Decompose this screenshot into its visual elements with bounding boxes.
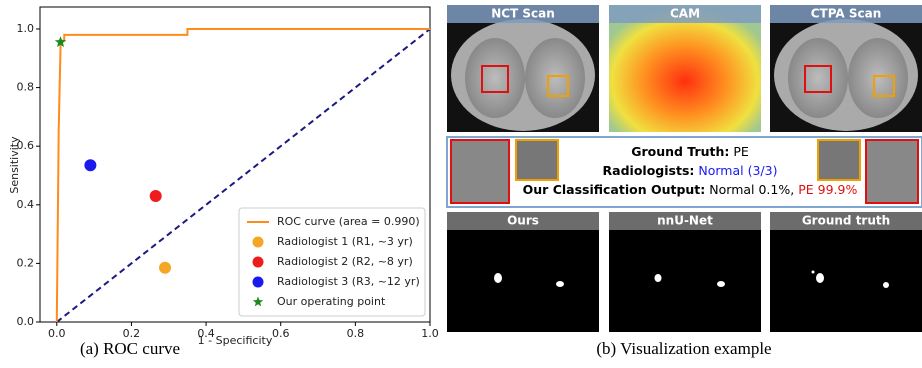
y-axis-label: Sensitivity bbox=[8, 136, 21, 194]
y-tick-label: 0.2 bbox=[17, 256, 35, 269]
y-tick-label: 1.0 bbox=[17, 22, 35, 35]
x-tick-label: 0.2 bbox=[123, 327, 141, 340]
image-title: Ground truth bbox=[802, 214, 890, 228]
legend-swatch bbox=[252, 276, 264, 288]
y-tick-label: 0.6 bbox=[17, 139, 35, 152]
ground-truth-line: Ground Truth: PE bbox=[631, 144, 749, 159]
legend-swatch bbox=[252, 296, 264, 307]
x-tick-label: 0.0 bbox=[48, 327, 66, 340]
image-title: CTPA Scan bbox=[811, 7, 882, 21]
x-axis-label: 1 - Specificity bbox=[198, 334, 273, 347]
y-tick-label: 0.0 bbox=[17, 315, 35, 328]
caption: (a) ROC curve bbox=[80, 339, 180, 358]
crop bbox=[865, 139, 919, 204]
ctpa-image bbox=[770, 5, 922, 132]
point bbox=[159, 261, 172, 274]
radiologists-line: Radiologists: Normal (3/3) bbox=[603, 163, 778, 178]
legend-label: Our operating point bbox=[277, 295, 386, 308]
crop bbox=[450, 139, 510, 204]
legend-label: Radiologist 2 (R2, ~8 yr) bbox=[277, 255, 413, 268]
image-title: NCT Scan bbox=[491, 7, 555, 21]
caption: (b) Visualization example bbox=[596, 339, 771, 358]
legend-label: Radiologist 1 (R1, ~3 yr) bbox=[277, 235, 413, 248]
mask-images bbox=[447, 212, 922, 332]
chance-line bbox=[56, 28, 431, 323]
y-tick-label: 0.8 bbox=[17, 81, 35, 94]
visualization: NCT Scan CAM CTPA Scan Ground Truth: PE … bbox=[446, 5, 922, 358]
roc-chart: Sensitivity 1 - Specificity (a) ROC curv… bbox=[8, 6, 439, 358]
value: Normal (3/3) bbox=[698, 163, 777, 178]
label: Radiologists: bbox=[603, 163, 695, 178]
image-title: CAM bbox=[670, 7, 700, 21]
legend-swatch bbox=[252, 256, 264, 268]
label: Ground Truth: bbox=[631, 144, 729, 159]
legend-label: ROC curve (area = 0.990) bbox=[277, 215, 420, 228]
y-tick-label: 0.4 bbox=[17, 198, 35, 211]
ct-image bbox=[447, 5, 599, 132]
crop bbox=[515, 139, 559, 181]
legend-box bbox=[238, 207, 426, 317]
image-title: nnU-Net bbox=[657, 214, 713, 228]
point bbox=[54, 36, 67, 47]
x-tick-label: 0.8 bbox=[347, 327, 365, 340]
legend-swatch bbox=[252, 236, 264, 248]
point bbox=[149, 190, 162, 202]
plot-frame bbox=[39, 6, 431, 323]
legend-label: Radiologist 3 (R3, ~12 yr) bbox=[277, 275, 420, 288]
x-tick-label: 0.4 bbox=[197, 327, 215, 340]
cam-image bbox=[609, 5, 761, 132]
value: PE bbox=[733, 144, 749, 159]
point bbox=[84, 159, 97, 172]
output-line: Our Classification Output: Normal 0.1%, … bbox=[523, 182, 858, 197]
value: Normal 0.1%, bbox=[709, 182, 794, 197]
label: Our Classification Output: bbox=[523, 182, 706, 197]
x-tick-label: 0.6 bbox=[272, 327, 290, 340]
value: PE 99.9% bbox=[798, 182, 857, 197]
x-tick-label: 1.0 bbox=[421, 327, 439, 340]
image-title: Ours bbox=[507, 214, 539, 228]
crop bbox=[817, 139, 861, 181]
